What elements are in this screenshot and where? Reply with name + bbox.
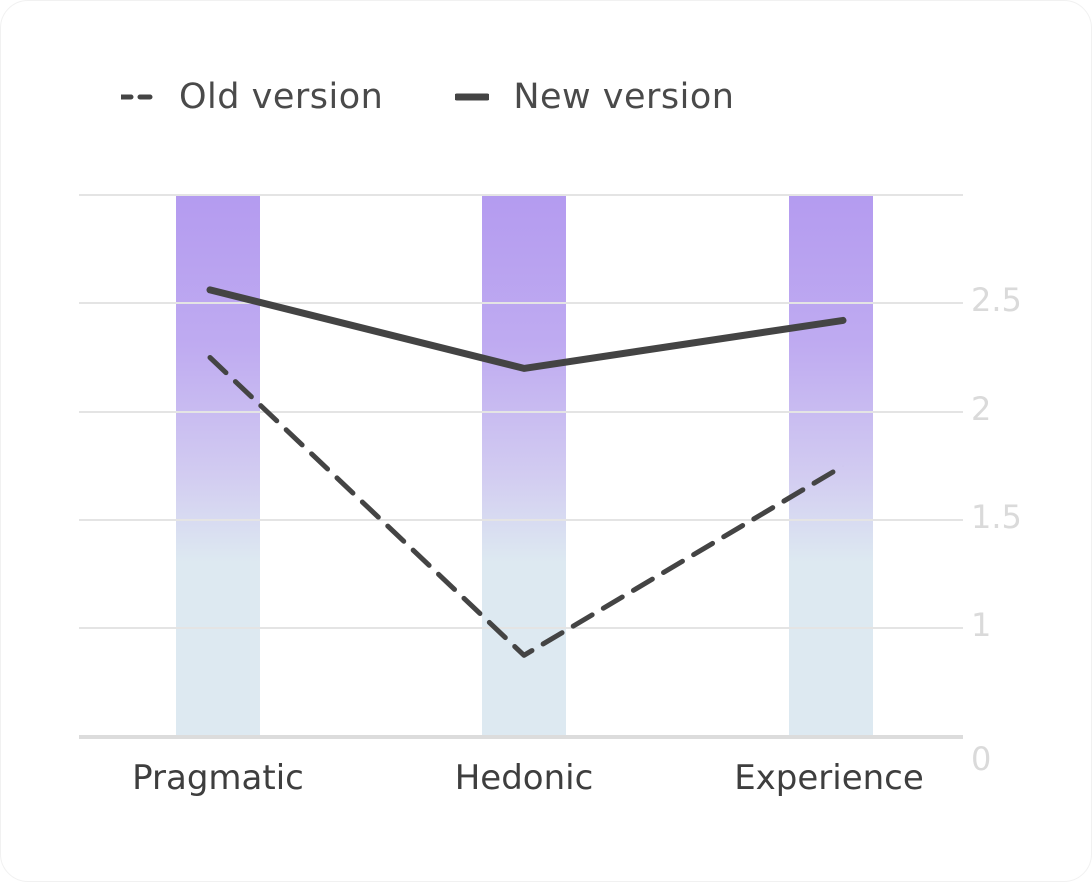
background-bar-experience — [789, 195, 873, 735]
y-tick-label: 0 — [971, 740, 991, 778]
y-tick-label: 2 — [971, 390, 991, 428]
y-tick-label: 1 — [971, 606, 991, 644]
background-bar-pragmatic — [176, 195, 260, 735]
y-tick-label: 2.5 — [971, 281, 1022, 319]
y-tick-label: 1.5 — [971, 498, 1022, 536]
y-axis-ticks: 0 1 1.5 2 2.5 — [971, 281, 1022, 778]
x-category-label-hedonic: Hedonic — [455, 758, 594, 798]
x-category-label-experience: Experience — [734, 758, 924, 798]
x-category-label-pragmatic: Pragmatic — [132, 758, 304, 798]
x-axis-categories: Pragmatic Hedonic Experience — [132, 758, 924, 798]
